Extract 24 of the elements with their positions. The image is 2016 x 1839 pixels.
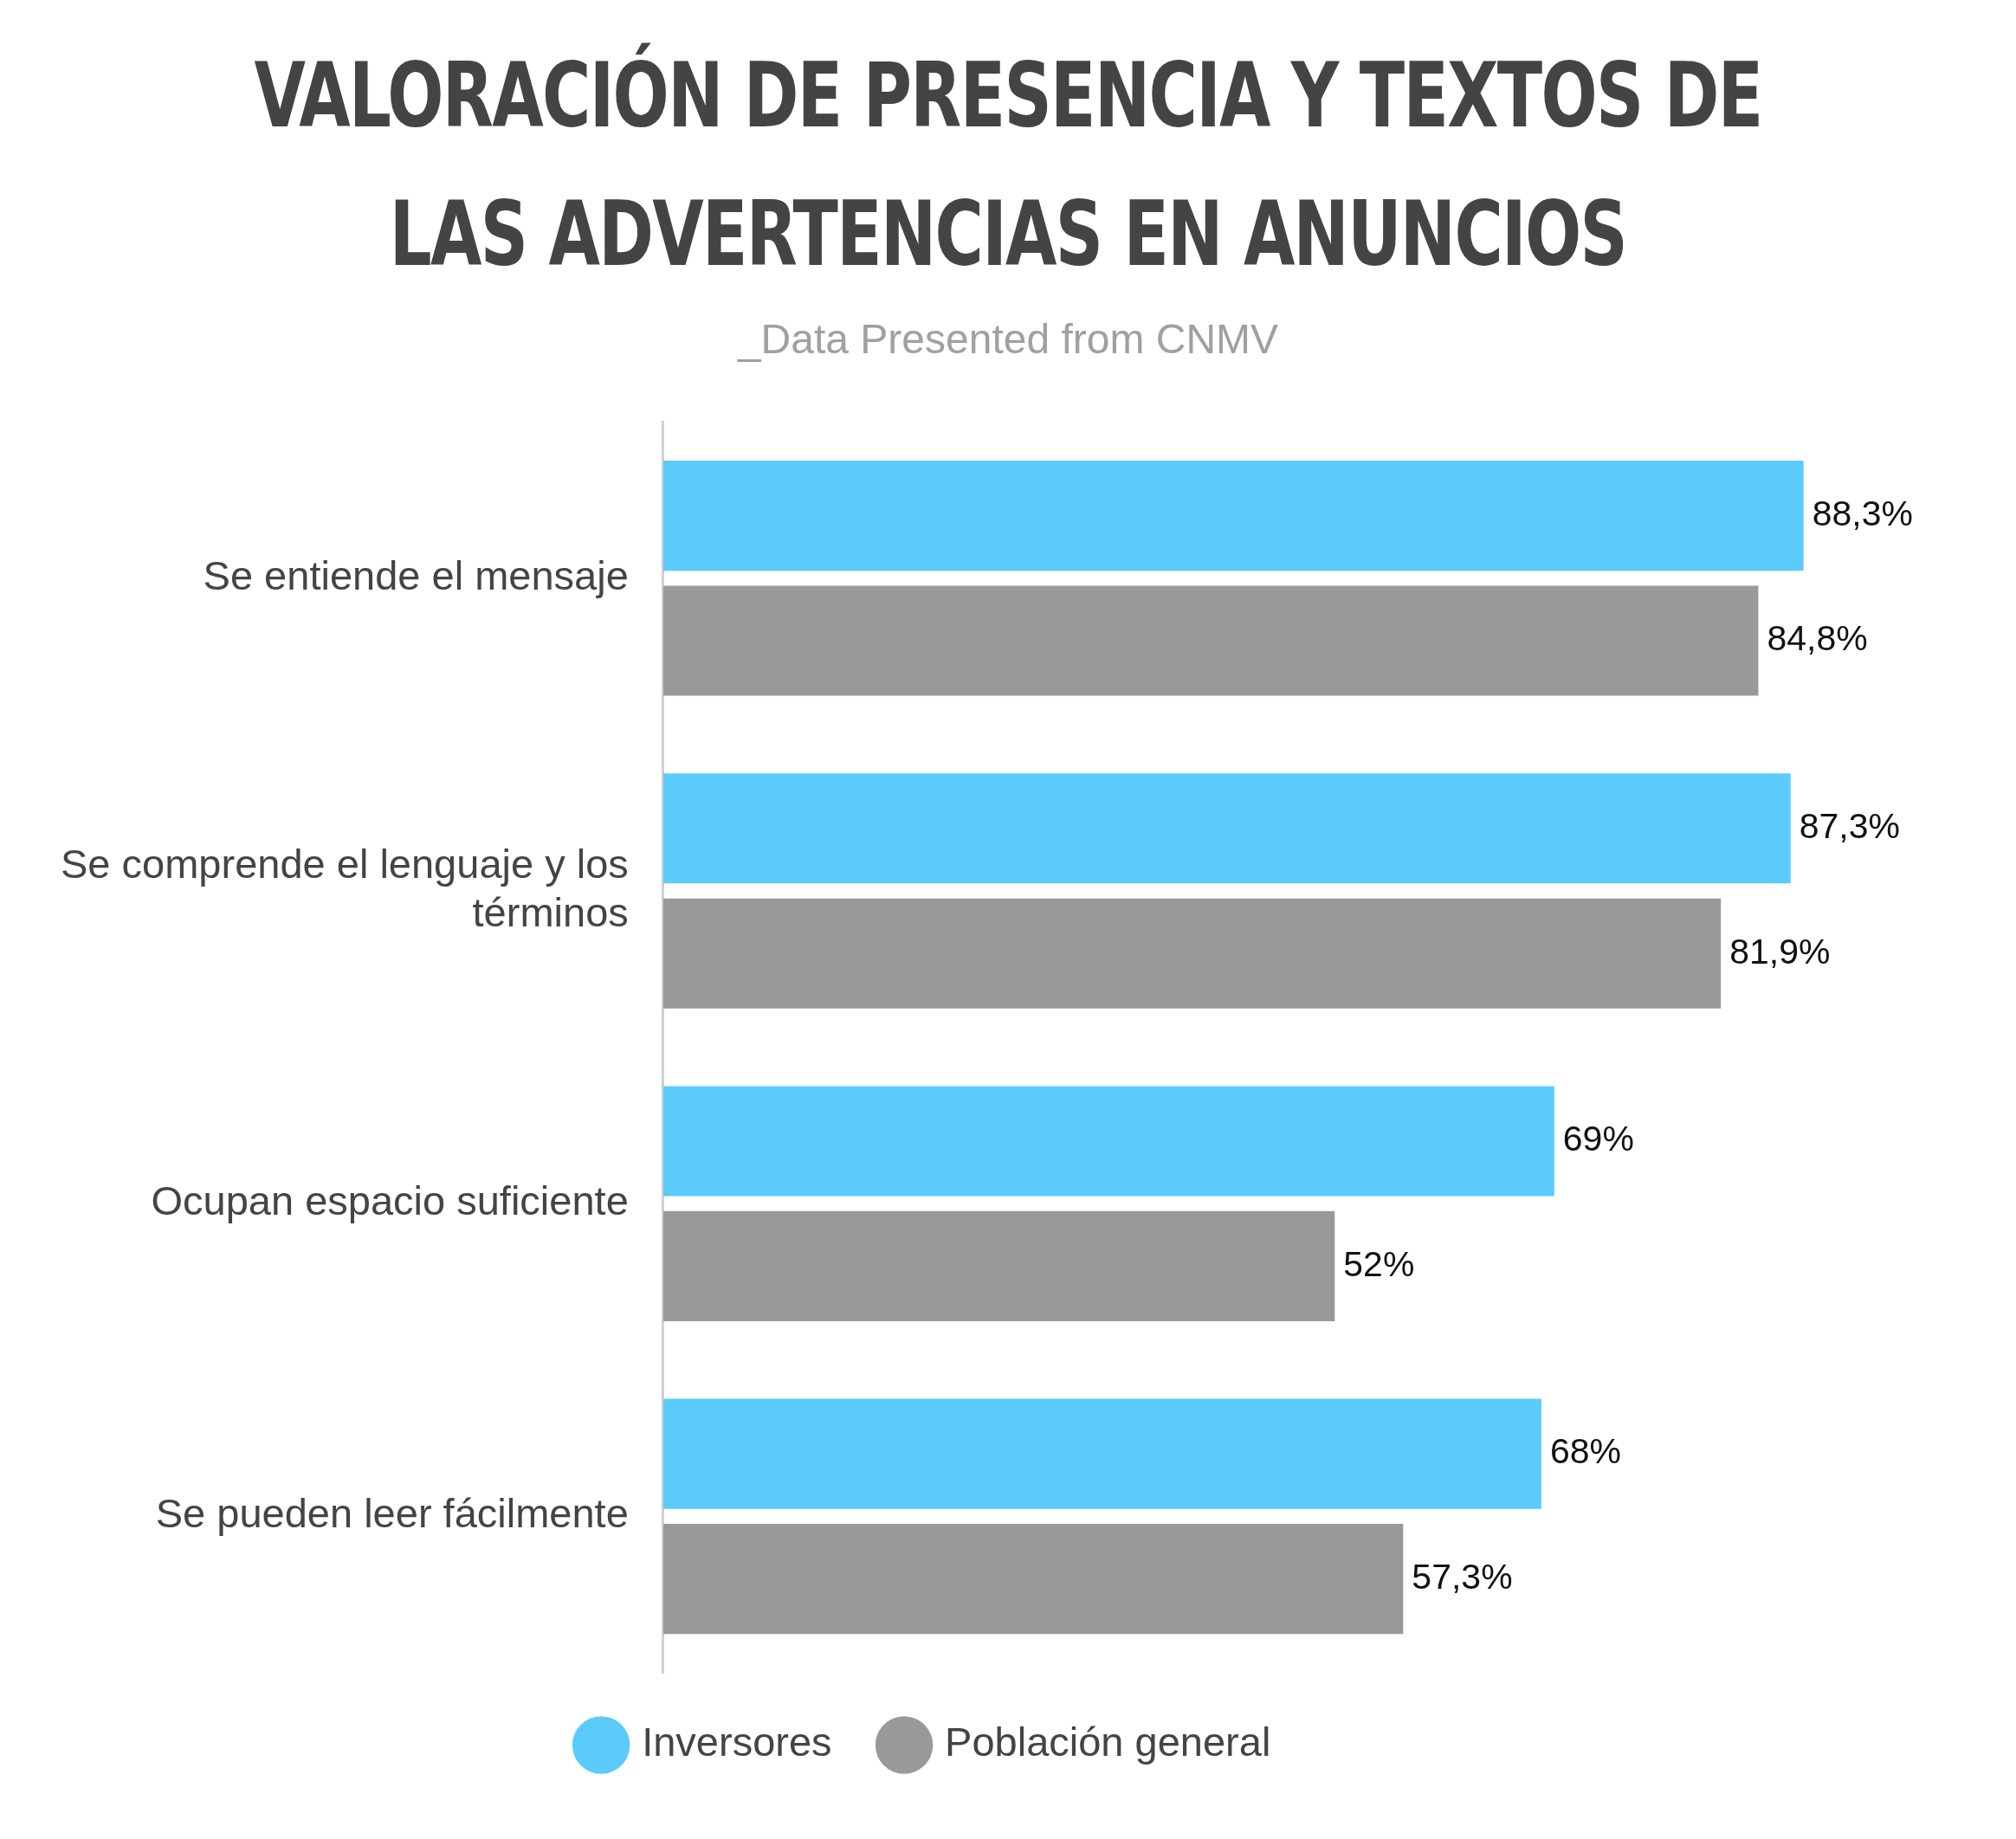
bar — [662, 1524, 1404, 1635]
y-tick-label: Se entiende el mensaje — [203, 552, 629, 598]
chart-subtitle: _Data Presented from CNMV — [736, 315, 1280, 363]
y-tick-label: Se pueden leer fácilmente — [155, 1490, 629, 1537]
data-label: 52% — [1343, 1243, 1415, 1284]
data-label: 68% — [1549, 1431, 1621, 1472]
data-label: 84,8% — [1767, 618, 1868, 659]
data-label: 87,3% — [1799, 806, 1900, 847]
bar — [662, 898, 1722, 1009]
legend-label: Inversores — [642, 1719, 832, 1765]
y-tick-label: Se comprende el lenguaje y los términos — [61, 840, 629, 936]
bar — [662, 1210, 1335, 1322]
bar — [662, 773, 1791, 884]
data-label: 57,3% — [1412, 1556, 1513, 1597]
data-label: 81,9% — [1729, 931, 1831, 971]
legend-label: Población general — [945, 1719, 1271, 1765]
bar — [662, 1086, 1554, 1197]
bar — [662, 1398, 1541, 1509]
y-tick-label: Ocupan espacio suficiente — [151, 1178, 629, 1224]
chart-title: VALORACIÓN DE PRESENCIA Y TEXTOS DE LAS ADVERTENCIAS EN ANUNCIOS — [253, 42, 1763, 288]
data-label: 69% — [1562, 1119, 1634, 1159]
bar — [662, 585, 1759, 696]
data-label: 88,3% — [1812, 493, 1913, 533]
bar — [662, 460, 1804, 571]
